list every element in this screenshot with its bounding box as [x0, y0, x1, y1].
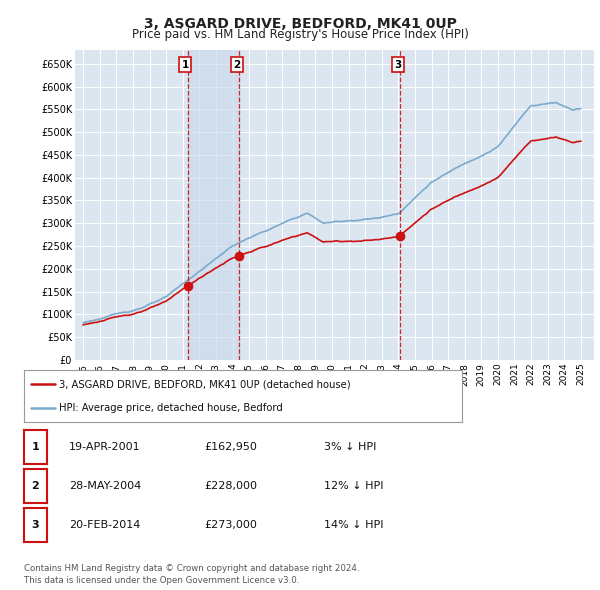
Text: 1: 1 [32, 442, 39, 452]
Text: 2: 2 [32, 481, 39, 491]
Text: 3, ASGARD DRIVE, BEDFORD, MK41 0UP (detached house): 3, ASGARD DRIVE, BEDFORD, MK41 0UP (deta… [59, 379, 350, 389]
Text: 12% ↓ HPI: 12% ↓ HPI [324, 481, 383, 491]
Text: Price paid vs. HM Land Registry's House Price Index (HPI): Price paid vs. HM Land Registry's House … [131, 28, 469, 41]
Text: 3, ASGARD DRIVE, BEDFORD, MK41 0UP: 3, ASGARD DRIVE, BEDFORD, MK41 0UP [143, 17, 457, 31]
Text: 28-MAY-2004: 28-MAY-2004 [69, 481, 141, 491]
Bar [188, 50, 239, 360]
Text: Contains HM Land Registry data © Crown copyright and database right 2024.
This d: Contains HM Land Registry data © Crown c… [24, 565, 359, 585]
Text: 3: 3 [394, 60, 401, 70]
Text: HPI: Average price, detached house, Bedford: HPI: Average price, detached house, Bedf… [59, 404, 283, 414]
Text: 14% ↓ HPI: 14% ↓ HPI [324, 520, 383, 530]
Text: 2: 2 [233, 60, 241, 70]
Text: 3% ↓ HPI: 3% ↓ HPI [324, 442, 376, 452]
Text: 19-APR-2001: 19-APR-2001 [69, 442, 140, 452]
Text: 1: 1 [182, 60, 189, 70]
Text: 20-FEB-2014: 20-FEB-2014 [69, 520, 140, 530]
Text: £162,950: £162,950 [204, 442, 257, 452]
Text: 3: 3 [32, 520, 39, 530]
Text: £228,000: £228,000 [204, 481, 257, 491]
Text: £273,000: £273,000 [204, 520, 257, 530]
